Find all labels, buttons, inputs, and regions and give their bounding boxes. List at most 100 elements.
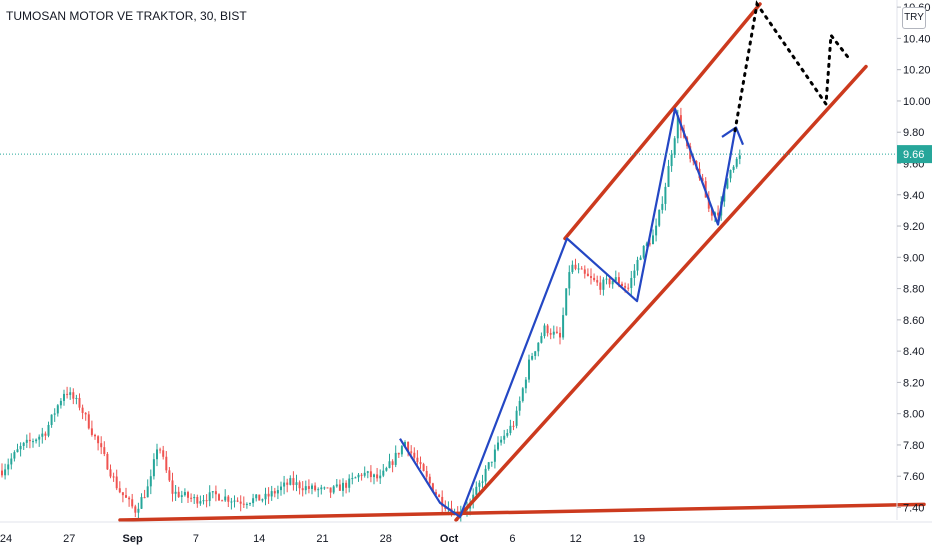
projection-line — [733, 0, 850, 133]
candle-body — [199, 501, 202, 504]
candle-body — [661, 203, 664, 210]
candle-body — [546, 325, 549, 334]
candle-body — [7, 464, 10, 470]
candle-body — [602, 279, 605, 290]
candle-body — [233, 500, 236, 502]
candle-body — [590, 276, 592, 278]
candle-body — [617, 277, 620, 284]
candle-body — [639, 257, 642, 260]
candle-body — [156, 449, 158, 460]
candle-body — [4, 469, 7, 476]
candle-body — [292, 478, 295, 486]
candle-body — [487, 462, 490, 469]
candle-body — [131, 499, 134, 507]
price-tick-label: 8.20 — [903, 377, 924, 389]
candle-body — [317, 489, 320, 491]
candle-body — [298, 482, 301, 489]
candle-body — [242, 503, 245, 505]
candle-body — [670, 154, 673, 167]
candle-body — [416, 457, 419, 463]
candle-body — [66, 393, 69, 395]
candle-body — [497, 442, 499, 450]
price-tick-label: 9.20 — [903, 221, 924, 233]
time-tick-label: 21 — [316, 533, 328, 545]
candle-body — [112, 476, 115, 478]
time-tick-label: Oct — [440, 533, 459, 545]
candle-body — [543, 325, 546, 337]
candle-body — [16, 449, 19, 453]
candle-body — [50, 414, 53, 425]
candle-body — [509, 425, 512, 434]
candle-body — [208, 492, 211, 501]
candle-body — [270, 491, 273, 497]
candle-body — [335, 484, 338, 487]
candle-body — [202, 500, 205, 502]
candle-body — [81, 407, 84, 413]
base-support-line — [118, 502, 926, 522]
candle-body — [534, 351, 537, 356]
candle-body — [400, 446, 403, 455]
candle-body — [391, 461, 394, 465]
candle-body — [531, 355, 534, 360]
candle-body — [283, 482, 286, 487]
candle-body — [109, 469, 112, 477]
candle-body — [407, 441, 410, 452]
candle-body — [304, 486, 307, 491]
candle-body — [726, 178, 729, 189]
currency-badge[interactable]: TRY — [902, 7, 926, 29]
candle-body — [475, 486, 478, 495]
candle-body — [125, 495, 127, 498]
candle-body — [481, 481, 484, 483]
price-tick-label: 7.60 — [903, 471, 924, 483]
candle-body — [94, 434, 96, 437]
candle-body — [345, 482, 348, 488]
candle-body — [174, 491, 177, 494]
candle-body — [159, 449, 162, 451]
candle-body — [636, 259, 639, 271]
candle-body — [103, 447, 106, 454]
candle-body — [230, 501, 233, 503]
price-tick-label: 10.20 — [903, 65, 931, 77]
candle-body — [707, 197, 710, 209]
price-tick-label: 7.40 — [903, 502, 924, 514]
candle-body — [214, 491, 217, 495]
candle-body — [106, 453, 109, 470]
candle-body — [146, 486, 149, 498]
time-axis[interactable]: 24 27 Sep 7 14 21 28 Oct 6 12 19 — [0, 521, 932, 545]
candle-body — [323, 487, 326, 489]
candle-body — [149, 476, 152, 487]
candle-body — [249, 503, 251, 505]
price-axis[interactable]: 7.40 7.60 7.80 8.00 8.20 8.40 8.60 8.80 9.00 9.20… — [896, 0, 932, 520]
candle-body — [503, 435, 506, 440]
price-tick-label: 9.40 — [903, 190, 924, 202]
candle-body — [565, 288, 568, 316]
candle-body — [500, 439, 503, 443]
candle-body — [621, 283, 623, 286]
candle-body — [53, 413, 56, 415]
candle-body — [608, 278, 611, 285]
candle-body — [326, 487, 329, 489]
candle-body — [44, 433, 47, 436]
candle-body — [338, 484, 341, 491]
candle-body — [540, 336, 543, 343]
candle-body — [115, 476, 118, 489]
candle-body — [236, 500, 239, 502]
candle-body — [180, 495, 183, 497]
candle-body — [227, 496, 230, 502]
candle-body — [627, 287, 630, 289]
wave-line — [399, 107, 737, 519]
candle-body — [428, 476, 431, 484]
current-price-badge — [897, 145, 932, 164]
candle-body — [562, 315, 565, 338]
candle-body — [717, 212, 720, 216]
candle-body — [580, 268, 583, 270]
candle-body — [1, 470, 3, 476]
candle-body — [72, 392, 75, 399]
candle-body — [667, 166, 670, 187]
candle-body — [438, 494, 441, 497]
candle-body — [512, 425, 515, 427]
candle-body — [311, 485, 313, 489]
candle-body — [276, 490, 279, 494]
candle-body — [32, 441, 34, 443]
